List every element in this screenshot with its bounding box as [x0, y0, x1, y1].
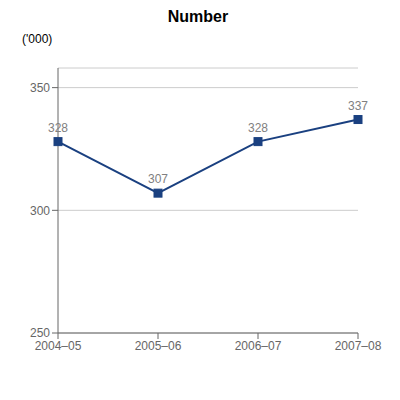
svg-text:250: 250 — [30, 326, 50, 340]
svg-text:300: 300 — [30, 204, 50, 218]
svg-text:328: 328 — [248, 121, 268, 135]
html-text:Number: Number — [167, 8, 229, 25]
svg-text:337: 337 — [348, 99, 368, 113]
svg-text:307: 307 — [148, 172, 168, 186]
svg-text:2005–06: 2005–06 — [135, 339, 182, 353]
svg-text:350: 350 — [30, 81, 50, 95]
svg-text:328: 328 — [48, 121, 68, 135]
svg-text:2006–07: 2006–07 — [235, 339, 282, 353]
svg-text:2007–08: 2007–08 — [335, 339, 382, 353]
html-text:('000): ('000) — [22, 32, 53, 46]
svg-text:2004–05: 2004–05 — [35, 339, 82, 353]
